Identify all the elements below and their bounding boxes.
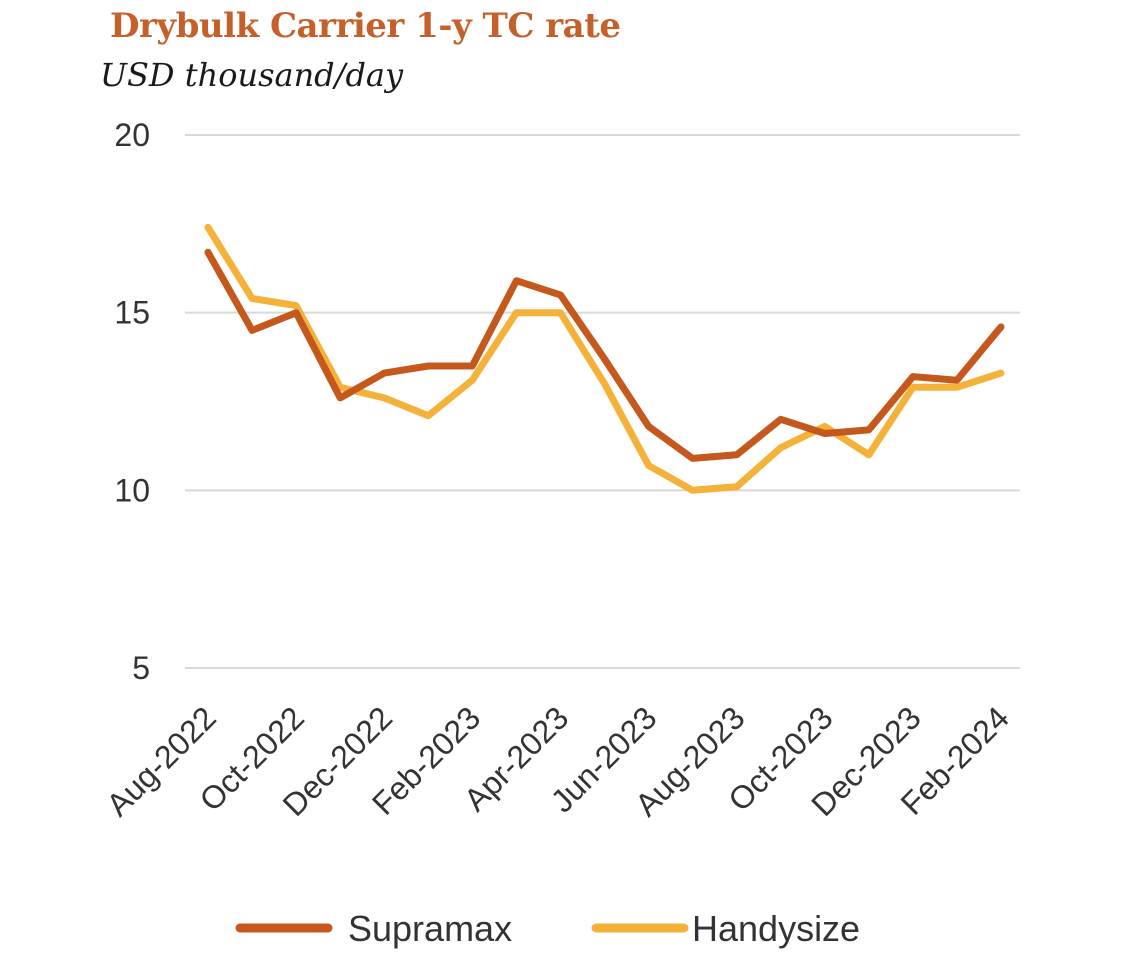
series-line-supramax (204, 248, 1005, 462)
y-tick-label: 20 (114, 117, 150, 153)
y-tick-label: 10 (114, 472, 150, 508)
legend-label-supramax: Supramax (348, 908, 512, 949)
y-tick-label: 5 (132, 650, 150, 686)
series-line-handysize (204, 223, 1005, 494)
y-axis-tick-labels: 5 10 15 20 (114, 117, 150, 686)
grid-lines (185, 134, 1020, 669)
legend-label-handysize: Handysize (692, 908, 860, 949)
chart-title: Drybulk Carrier 1-y TC rate (110, 6, 621, 46)
x-axis-tick-labels: Aug-2022Oct-2022Dec-2022Feb-2023Apr-2023… (99, 699, 1016, 823)
legend: Supramax Handysize (235, 908, 860, 949)
chart-subtitle: USD thousand/day (100, 56, 404, 94)
series-lines (204, 223, 1005, 494)
y-tick-label: 15 (114, 295, 150, 331)
